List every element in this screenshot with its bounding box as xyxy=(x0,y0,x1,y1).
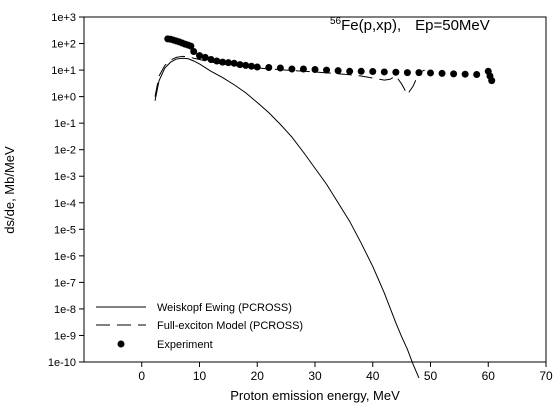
y-tick-label: 1e+2 xyxy=(51,39,76,51)
experiment-point xyxy=(438,69,446,77)
y-tick-label: 1e-7 xyxy=(54,277,76,289)
experiment-point xyxy=(190,48,198,56)
experiment-point xyxy=(427,69,434,77)
experiment-point xyxy=(207,56,215,64)
experiment-point xyxy=(311,66,319,74)
experiment-point xyxy=(323,66,331,74)
experiment-point xyxy=(213,57,221,65)
experiment-point xyxy=(230,59,238,67)
y-tick-label: 1e-3 xyxy=(54,171,76,183)
legend-label-weiskopf: Weiskopf Ewing (PCROSS) xyxy=(157,302,292,314)
legend-label-exciton: Full-exciton Model (PCROSS) xyxy=(157,320,303,332)
experiment-point xyxy=(288,65,296,73)
experiment-point xyxy=(346,67,354,75)
x-tick-label: 40 xyxy=(366,369,380,383)
legend-marker-experiment xyxy=(117,340,125,348)
series-line-weiskopf xyxy=(154,57,420,379)
experiment-point xyxy=(334,67,342,75)
experiment-point xyxy=(276,64,284,72)
experiment-point xyxy=(242,61,250,69)
legend-label-experiment: Experiment xyxy=(157,339,213,351)
title-suffix: Ep=50MeV xyxy=(415,17,490,34)
experiment-point xyxy=(357,67,365,75)
experiment-point xyxy=(392,68,400,76)
experiment-point xyxy=(224,59,232,67)
experiment-point xyxy=(473,71,481,79)
experiment-point xyxy=(219,58,227,66)
y-tick-label: 1e+0 xyxy=(51,92,76,104)
experiment-point xyxy=(461,70,469,78)
experiment-point xyxy=(380,68,388,76)
x-tick-label: 50 xyxy=(424,369,438,383)
title-main: Fe(p,xp), xyxy=(341,17,401,34)
experiment-point xyxy=(253,63,261,71)
legend: Weiskopf Ewing (PCROSS) Full-exciton Mod… xyxy=(96,302,303,351)
y-tick-label: 1e-6 xyxy=(54,251,76,263)
experiment-point xyxy=(196,52,203,60)
experiment-point xyxy=(247,62,255,70)
x-ticks: 0 10 20 30 40 50 60 70 xyxy=(138,362,553,383)
y-tick-label: 1e-4 xyxy=(54,198,76,210)
x-tick-label: 30 xyxy=(308,369,322,383)
experiment-point xyxy=(299,65,307,73)
x-axis-title: Proton emission energy, MeV xyxy=(230,388,400,403)
x-tick-label: 20 xyxy=(251,369,265,383)
experiment-point xyxy=(369,68,377,76)
x-tick-label: 10 xyxy=(193,369,207,383)
y-axis-title: ds/de, Mb/MeV xyxy=(2,146,17,234)
y-tick-label: 1e-2 xyxy=(54,145,76,157)
experiment-point xyxy=(265,64,273,72)
chart-title: 56Fe(p,xp), Ep=50MeV xyxy=(330,16,490,34)
x-tick-label: 0 xyxy=(138,369,145,383)
experiment-point xyxy=(450,70,458,78)
y-tick-label: 1e-1 xyxy=(54,118,76,130)
series-layer xyxy=(154,35,496,379)
experiment-point xyxy=(403,69,411,77)
y-tick-label: 1e-5 xyxy=(54,224,76,236)
y-ticks: 1e-10 1e-9 1e-8 1e-7 1e-6 1e-5 1e-4 1e-3 1e-2 1e-… xyxy=(48,12,84,369)
experiment-point xyxy=(236,61,244,69)
title-superscript: 56 xyxy=(330,16,342,27)
y-tick-label: 1e-8 xyxy=(54,304,76,316)
x-tick-label: 70 xyxy=(539,369,553,383)
y-tick-label: 1e-10 xyxy=(48,357,76,369)
experiment-point xyxy=(187,42,195,50)
experiment-point xyxy=(201,53,209,61)
y-tick-label: 1e-9 xyxy=(54,330,76,342)
experiment-point xyxy=(415,69,423,77)
x-tick-label: 60 xyxy=(482,369,496,383)
y-tick-label: 1e+1 xyxy=(51,65,76,77)
experiment-point xyxy=(488,77,496,85)
y-tick-label: 1e+3 xyxy=(51,12,76,24)
